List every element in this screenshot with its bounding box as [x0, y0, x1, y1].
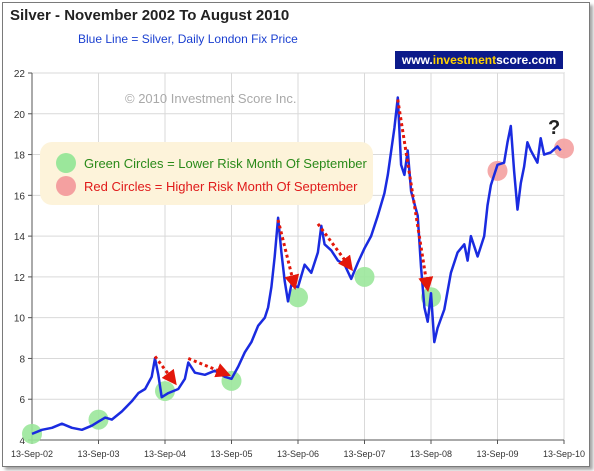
- red-circles: [487, 138, 574, 181]
- x-tick-label: 13-Sep-10: [543, 449, 585, 459]
- x-tick-label: 13-Sep-08: [410, 449, 452, 459]
- grid-lines: [31, 72, 565, 441]
- red-circle: [554, 138, 574, 159]
- x-tick-labels: 13-Sep-02 13-Sep-03 13-Sep-04 13-Sep-05 13-S…: [11, 449, 585, 459]
- legend-red-label: Red Circles = Higher Risk Month Of Septe…: [84, 179, 358, 194]
- legend-background: [40, 142, 373, 205]
- question-mark: ?: [548, 117, 560, 139]
- brand-highlight: investment: [432, 53, 497, 67]
- green-circle: [288, 287, 308, 308]
- y-tick-label: 20: [14, 110, 26, 121]
- chart-title: Silver - November 2002 To August 2010: [10, 7, 290, 24]
- legend: Green Circles = Lower Risk Month Of Sept…: [40, 142, 373, 205]
- trend-arrows: [153, 99, 434, 386]
- legend-red-marker: [56, 176, 76, 196]
- y-tick-label: 16: [14, 191, 26, 202]
- y-tick-label: 12: [14, 273, 26, 284]
- legend-green-marker: [56, 153, 76, 173]
- x-tick-label: 13-Sep-03: [77, 449, 119, 459]
- legend-green-label: Green Circles = Lower Risk Month Of Sept…: [84, 156, 368, 171]
- brand-link[interactable]: www.investmentscore.com: [395, 51, 563, 69]
- green-circle: [221, 370, 242, 391]
- y-tick-label: 18: [14, 151, 26, 162]
- trend-arrow: [187, 357, 231, 378]
- green-circle: [354, 266, 375, 287]
- brand-prefix: www.: [401, 53, 433, 67]
- y-tick-label: 8: [19, 354, 25, 365]
- x-tick-label: 13-Sep-02: [11, 449, 53, 459]
- y-tick-label: 10: [14, 314, 26, 325]
- green-circles: [22, 266, 441, 444]
- watermark: © 2010 Investment Score Inc.: [125, 91, 296, 106]
- chart-subtitle: Blue Line = Silver, Daily London Fix Pri…: [78, 32, 298, 46]
- x-tick-label: 13-Sep-04: [144, 449, 186, 459]
- y-tick-labels: 4 6 8 10 12 14 16 18 20 22: [14, 69, 26, 447]
- red-circle: [487, 160, 508, 181]
- trend-arrow: [396, 99, 434, 293]
- y-tick-label: 22: [14, 69, 26, 80]
- y-tick-label: 4: [19, 436, 25, 447]
- y-tick-label: 6: [19, 395, 25, 406]
- x-tick-label: 13-Sep-09: [476, 449, 518, 459]
- x-tick-label: 13-Sep-07: [343, 449, 385, 459]
- brand-suffix: score.com: [496, 53, 557, 67]
- y-tick-label: 14: [14, 232, 26, 243]
- x-tick-label: 13-Sep-06: [277, 449, 319, 459]
- x-tick-label: 13-Sep-05: [210, 449, 252, 459]
